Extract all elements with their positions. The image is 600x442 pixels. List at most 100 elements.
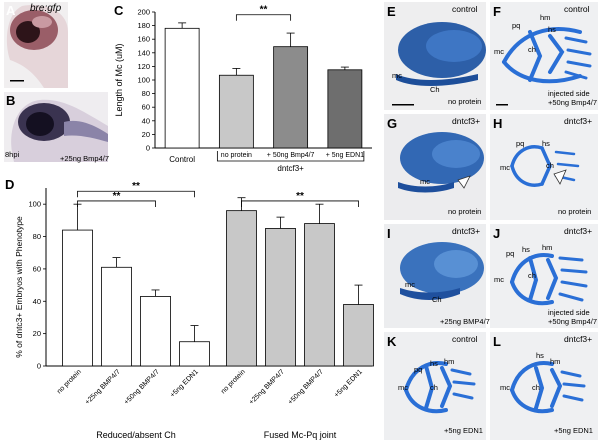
bar [265,228,296,367]
y-tick-label: 60 [142,103,150,112]
panel-h-title: dntcf3+ [564,116,593,126]
panel-e-label: E [387,4,396,19]
panel-i-mc: mc [405,280,415,289]
y-tick-label: 180 [137,21,150,30]
x-tick-label: +25ng BMP4/7 [84,368,122,406]
y-tick-label: 20 [142,130,150,139]
y-tick-label: 20 [33,329,41,338]
panel-g-mc: mc [420,177,430,186]
x-tick-label: + 50ng Bmp4/7 [267,152,315,159]
embryo-image-b [11,99,108,162]
group-bracket [216,151,365,162]
cartilage-image-h [510,145,580,187]
panel-i [384,224,486,328]
group-label: Fused Mc-Pq joint [264,430,337,440]
mc-length-chart: 0 20 40 60 80 100 120 140 160 180 200 Length of Mc … [114,5,372,173]
panel-h-mc: mc [500,163,510,172]
panel-i-ch: Ch [432,295,442,304]
panel-l-hs: hs [536,351,544,360]
y-tick-label: 40 [33,297,41,306]
embryo-image-a [6,5,68,88]
panel-g [384,114,486,220]
cartilage-image-i [400,242,484,300]
x-tick-label: +50ng BMP4/7 [287,368,325,406]
significance-bracket [77,190,195,198]
panel-b-time: 8hpi [5,150,20,159]
bar [218,74,254,149]
panel-f-mc: mc [494,47,504,56]
phenotype-chart: 0 20 40 60 80 100 % of dntc3+ Embryos with Phe… [14,181,374,440]
panel-f [490,2,598,110]
panel-g-label: G [387,116,398,131]
panel-j-ch: ch [528,271,536,280]
panel-j-mc: mc [494,275,504,284]
panel-h [490,114,598,220]
bar [62,229,93,367]
panel-e-ch: Ch [430,85,440,94]
bar [327,69,363,149]
significance-bracket [241,200,359,207]
significance-label: ** [296,191,304,202]
y-tick-label: 100 [28,200,41,209]
panel-l-label: L [493,334,501,349]
panel-i-label: I [387,226,391,241]
y-axis-title: Length of Mc (uM) [114,43,124,116]
x-tick-label: Control [169,155,195,164]
panel-h-treatment: no protein [558,207,592,216]
panel-i-treatment: +25ng BMP4/7 [440,317,490,326]
panel-e-title: control [452,4,478,14]
panel-k-label: K [387,334,397,349]
cartilage-image-k [404,361,476,414]
cartilage-image-l [510,361,586,414]
cartilage-image-e [392,22,486,106]
x-tick-label: + 5ng EDN1 [326,152,364,159]
panel-a-label: A [6,3,16,18]
panel-l [490,332,598,440]
panel-e-treatment: no protein [448,97,482,106]
panel-k-mc: mc [398,383,408,392]
significance-label: ** [132,181,140,192]
panel-g-title: dntcf3+ [452,116,481,126]
panel-l-treatment: +5ng EDN1 [554,426,593,435]
cartilage-image-g [398,132,484,193]
panel-b-treatment: +25ng Bmp4/7 [60,154,109,163]
panel-j [490,224,598,328]
panel-k-ch: ch [430,383,438,392]
panel-j-hs: hs [522,245,530,254]
bar [179,341,210,367]
x-tick-label: no protein [221,152,252,159]
significance-label: ** [113,191,121,202]
panel-l-hm: hm [550,357,561,366]
panel-j-side: injected side [548,308,590,317]
bar [140,296,171,367]
bar [343,304,374,367]
y-tick-label: 80 [33,232,41,241]
panel-f-side: injected side [548,89,590,98]
panel-f-treatment: +50ng Bmp4/7 [548,98,597,107]
x-tick-label: +5ng EDN1 [333,368,364,399]
panel-l-mc: mc [500,383,510,392]
bar [304,223,335,367]
y-axis-title: % of dntc3+ Embryos with Phenotype [14,216,24,358]
panel-k-hm: hm [444,357,455,366]
panel-f-title: control [564,4,590,14]
panel-b-label: B [6,93,16,108]
panel-h-pq: pq [516,139,525,148]
bar [226,210,257,367]
panel-k-title: control [452,334,478,344]
significance-bracket [77,200,156,207]
panel-j-treatment: +50ng Bmp4/7 [548,317,597,326]
panel-f-hm: hm [540,13,551,22]
bar [273,46,309,149]
group-label: dntcf3+ [277,164,304,173]
y-tick-label: 120 [137,62,150,71]
panel-k [384,332,486,440]
y-tick-label: 80 [142,89,150,98]
group-label: Reduced/absent Ch [96,430,176,440]
y-tick-label: 200 [137,8,150,17]
significance-bracket [235,14,292,21]
panel-a-title: bre:gfp [30,3,62,14]
y-tick-label: 40 [142,116,150,125]
panel-a [4,2,68,88]
x-tick-label: no protein [220,368,247,395]
